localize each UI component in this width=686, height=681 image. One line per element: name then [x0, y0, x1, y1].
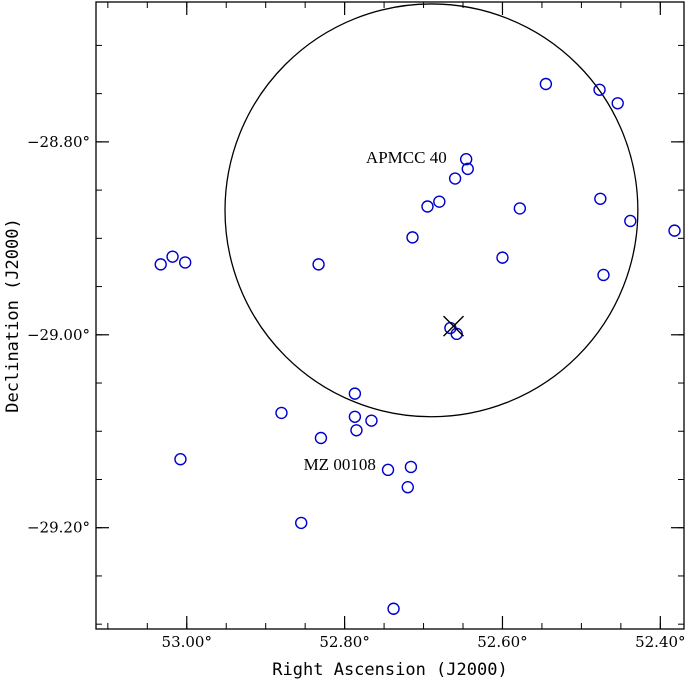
data-point [624, 214, 637, 228]
y-tick-label: −28.80° [27, 133, 90, 151]
data-point [496, 251, 509, 264]
x-tick-label: 52.80° [319, 633, 369, 651]
major-ticks [96, 2, 684, 629]
apmcc-40-field-circle [224, 3, 639, 418]
data-point [314, 431, 328, 445]
y-tick-label: −29.00° [27, 326, 90, 344]
data-point [539, 77, 553, 91]
data-point [348, 410, 362, 423]
data-point [295, 516, 308, 530]
target-cross-marker [443, 315, 465, 337]
data-points [154, 77, 681, 615]
data-point [275, 406, 288, 420]
data-point [154, 258, 167, 271]
data-point [406, 231, 419, 244]
x-tick-labels: 53.00° 52.80° 52.60° 52.40° [162, 633, 686, 651]
data-point [166, 250, 179, 263]
data-point [433, 195, 446, 208]
data-point [365, 414, 378, 427]
data-point [350, 424, 363, 437]
data-point [387, 602, 400, 615]
data-point [594, 192, 607, 205]
data-point [348, 387, 362, 400]
y-tick-labels: −28.80° −29.00° −29.20° [27, 133, 90, 537]
data-point [597, 268, 610, 282]
data-point [513, 202, 527, 215]
data-point [381, 463, 395, 477]
target-cross-stroke [443, 315, 465, 337]
data-point [401, 481, 414, 494]
annotation-apmcc-40: APMCC 40 [366, 148, 447, 167]
data-point [593, 83, 606, 96]
minor-ticks [96, 2, 684, 629]
y-axis-title: Declination (J2000) [3, 218, 23, 412]
data-point [174, 453, 187, 466]
data-point [312, 258, 325, 271]
x-axis-title: Right Ascension (J2000) [272, 660, 507, 680]
data-point [459, 153, 473, 166]
data-point [448, 172, 462, 185]
x-tick-label: 53.00° [162, 633, 212, 651]
data-point [461, 162, 474, 176]
data-point [444, 321, 457, 335]
data-point [421, 200, 434, 213]
x-tick-label: 52.60° [477, 633, 527, 651]
plot-frame [95, 1, 685, 630]
data-point [178, 256, 192, 269]
x-tick-label: 52.40° [635, 633, 685, 651]
annotation-mz-00108: MZ 00108 [304, 455, 376, 474]
data-point [668, 224, 681, 237]
y-tick-label: −29.20° [27, 519, 90, 537]
data-point [404, 460, 418, 474]
data-point [611, 97, 624, 110]
